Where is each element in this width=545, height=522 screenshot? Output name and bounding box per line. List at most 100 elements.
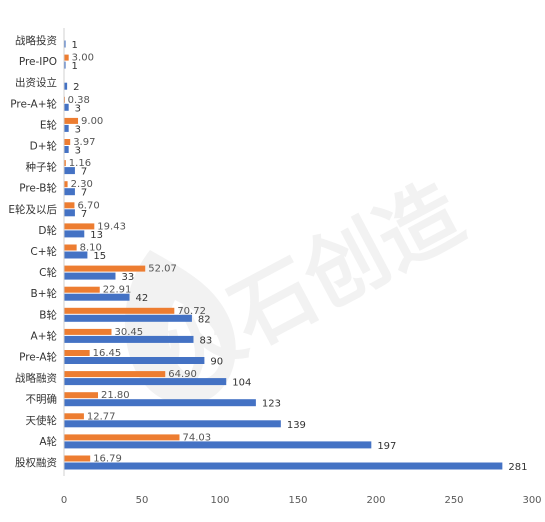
blue-bar <box>64 335 194 343</box>
blue-bar <box>64 378 227 386</box>
orange-bar-value-label: 74.03 <box>182 432 211 443</box>
orange-bar <box>64 307 175 314</box>
orange-bar-value-label: 16.79 <box>93 454 122 465</box>
category-label: B轮 <box>39 308 57 321</box>
orange-bar <box>64 350 90 356</box>
orange-bar-value-label: 52.07 <box>148 264 177 275</box>
category-label: 战略投资 <box>15 34 57 47</box>
blue-bar-value-label: 104 <box>232 378 251 389</box>
orange-bar <box>64 286 100 293</box>
orange-bar-value-label: 3.00 <box>72 53 94 64</box>
blue-bar <box>64 420 281 428</box>
orange-bar <box>64 181 68 188</box>
category-label: 战略融资 <box>15 372 57 385</box>
blue-bar-value-label: 7 <box>81 209 87 220</box>
blue-bar <box>64 272 116 280</box>
blue-bar-value-label: 1 <box>72 40 78 51</box>
category-label: E轮及以后 <box>8 203 57 216</box>
x-tick-label: 250 <box>444 495 463 506</box>
orange-bar <box>64 202 75 209</box>
orange-bar-value-label: 22.91 <box>103 285 132 296</box>
orange-bar-value-label: 21.80 <box>101 390 130 401</box>
orange-bar-value-label: 16.45 <box>93 348 122 359</box>
orange-bar-value-label: 1.16 <box>69 158 91 169</box>
orange-bar <box>64 434 180 441</box>
blue-bar-value-label: 197 <box>377 441 396 452</box>
category-label: D+轮 <box>30 140 58 153</box>
category-label: 出资设立 <box>15 76 57 89</box>
blue-bar-value-label: 7 <box>81 167 87 178</box>
x-tick-label: 50 <box>136 495 149 506</box>
orange-bar-value-label: 19.43 <box>97 221 126 232</box>
category-label: A轮 <box>39 435 57 448</box>
category-label: A+轮 <box>31 329 58 342</box>
orange-bar-value-label: 0.38 <box>68 95 90 106</box>
orange-bar <box>64 244 77 251</box>
orange-bar-value-label: 2.30 <box>71 179 93 190</box>
orange-bar-value-label: 3.97 <box>73 137 95 148</box>
orange-bar <box>64 455 91 462</box>
category-label: 种子轮 <box>26 161 58 174</box>
category-label: Pre-A+轮 <box>10 97 57 110</box>
category-label: Pre-B轮 <box>19 182 57 195</box>
blue-bar-value-label: 3 <box>75 124 81 135</box>
blue-bar-value-label: 83 <box>199 335 212 346</box>
category-label: 股权融资 <box>15 456 57 469</box>
blue-bar-value-label: 82 <box>198 314 211 325</box>
blue-bar <box>64 61 66 69</box>
category-label: E轮 <box>40 118 58 131</box>
orange-bar <box>64 139 71 145</box>
blue-bar-value-label: 3 <box>75 103 81 114</box>
category-label: Pre-A轮 <box>19 351 57 364</box>
blue-bar-value-label: 13 <box>90 230 103 241</box>
x-tick-label: 100 <box>210 495 229 506</box>
orange-bar-value-label: 8.10 <box>80 243 102 254</box>
orange-bar <box>64 328 112 335</box>
orange-bar <box>64 413 84 420</box>
blue-bar <box>64 462 503 470</box>
x-tick-label: 300 <box>522 495 541 506</box>
x-tick-label: 0 <box>61 495 67 506</box>
blue-bar-value-label: 2 <box>73 82 79 93</box>
blue-bar-value-label: 281 <box>508 462 527 473</box>
blue-bar-value-label: 42 <box>136 293 149 304</box>
blue-bar-value-label: 139 <box>287 420 306 431</box>
blue-bar <box>64 82 68 90</box>
blue-bar <box>64 103 69 111</box>
orange-bar <box>64 223 95 230</box>
category-label: D轮 <box>38 224 57 237</box>
category-label: C轮 <box>39 266 57 279</box>
category-label: B+轮 <box>30 287 57 300</box>
blue-bar <box>64 251 88 259</box>
blue-bar <box>64 124 69 132</box>
orange-bar <box>64 117 79 124</box>
blue-bar-value-label: 123 <box>262 399 281 410</box>
blue-bar <box>64 188 75 196</box>
x-tick-label: 150 <box>288 495 307 506</box>
category-label: 不明确 <box>26 393 58 406</box>
blue-bar-value-label: 15 <box>93 251 106 262</box>
category-label: C+轮 <box>30 245 57 258</box>
x-tick-label: 200 <box>366 495 385 506</box>
blue-bar <box>64 399 256 407</box>
blue-bar-value-label: 90 <box>210 357 223 368</box>
blue-bar <box>64 441 372 449</box>
orange-bar <box>64 392 99 399</box>
blue-bar-value-label: 1 <box>72 61 78 72</box>
blue-bar <box>64 230 85 238</box>
blue-bar <box>64 357 205 364</box>
orange-bar-value-label: 9.00 <box>81 116 103 127</box>
orange-bar <box>64 371 166 378</box>
orange-bar-value-label: 12.77 <box>87 411 116 422</box>
orange-bar <box>64 160 66 167</box>
category-label: 天使轮 <box>26 414 58 427</box>
blue-bar <box>64 293 130 301</box>
orange-bar-value-label: 64.90 <box>168 369 197 380</box>
orange-bar <box>64 54 69 61</box>
blue-bar-value-label: 33 <box>121 272 134 283</box>
blue-bar-value-label: 7 <box>81 188 87 199</box>
blue-bar-value-label: 3 <box>75 146 81 157</box>
orange-bar-value-label: 70.72 <box>177 306 206 317</box>
blue-bar <box>64 209 75 217</box>
